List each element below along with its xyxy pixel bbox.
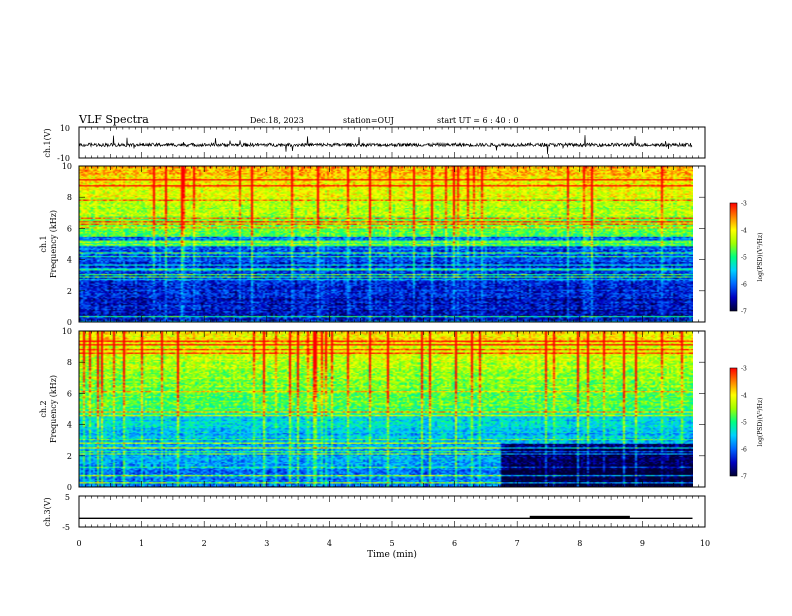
waveform-ch3-ytick-top: 5 [65, 493, 70, 502]
x-tick-label: 0 [76, 539, 81, 548]
waveform-ch3-trace [79, 515, 693, 519]
waveform-ch1-ylabel: ch.1(V) [43, 128, 52, 157]
spectrogram-ch1-ytick: 2 [67, 287, 72, 296]
spectrogram-ch2-yticks: 0 2 4 6 8 10 [62, 327, 72, 492]
spectrogram-ch1-ytick: 6 [67, 224, 72, 233]
colorbar-ch2-tick: -3 [741, 366, 747, 373]
x-tick-label: 1 [139, 539, 144, 548]
x-tick-label: 4 [327, 539, 332, 548]
figure-date: Dec.18, 2023 [250, 116, 304, 125]
spectrogram-ch2-ytick: 4 [67, 421, 72, 430]
colorbar-ch2-tick: -4 [741, 393, 747, 400]
x-tick-label: 9 [640, 539, 645, 548]
waveform-ch1-ytick-bottom: -10 [57, 154, 70, 163]
spectrogram-ch1-ylabel-bottom: Frequency (kHz) [49, 210, 58, 278]
waveform-ch3-panel: 5 -5 ch.3(V) [43, 493, 706, 532]
spectrogram-ch2-ylabel-bottom: Frequency (kHz) [49, 375, 58, 443]
colorbar-ch1: -3 -4 -5 -6 -7 log(PSD)(V²/Hz) [729, 201, 764, 316]
spectrogram-ch1-image [79, 166, 693, 322]
colorbar-ch1-gradient [729, 202, 738, 312]
colorbar-ch1-tick: -6 [741, 282, 747, 289]
x-axis-label: Time (min) [367, 549, 417, 560]
spectrogram-ch1-ytick: 4 [67, 256, 72, 265]
colorbar-ch1-tick: -5 [741, 255, 747, 262]
colorbar-ch2-tick: -6 [741, 447, 747, 454]
x-tick-label: 10 [700, 539, 710, 548]
figure-station: station=OUJ [343, 116, 394, 125]
x-tick-label: 7 [515, 539, 520, 548]
colorbar-ch2-tick: -7 [741, 474, 747, 481]
colorbar-ch1-ticks: -3 -4 -5 -6 -7 [741, 201, 747, 316]
figure-title: VLF Spectra [78, 113, 149, 126]
waveform-ch1-line [78, 135, 693, 155]
x-tick-label: 2 [202, 539, 207, 548]
waveform-ch1-ytick-top: 10 [60, 124, 70, 133]
spectrogram-ch1-ylabel-top: ch.1 [39, 235, 48, 252]
spectrogram-ch2-ytick: 0 [67, 483, 72, 492]
x-tick-label: 3 [264, 539, 269, 548]
colorbar-ch2-tick: -5 [741, 420, 747, 427]
spectrogram-ch2-image [79, 331, 693, 487]
colorbar-ch2-label: log(PSD)(V²/Hz) [757, 398, 764, 447]
x-tick-label: 5 [389, 539, 394, 548]
waveform-ch3-ytick-bottom: -5 [62, 523, 70, 532]
spectrogram-ch1-ytick: 10 [62, 162, 72, 171]
x-axis-ticks: 0 1 2 3 4 5 6 7 8 9 10 [76, 539, 710, 548]
waveform-ch1-panel: 10 -10 ch.1(V) [43, 124, 706, 163]
spectrogram-ch1-ytick: 8 [67, 193, 72, 202]
spectrogram-ch2-panel: 0 2 4 6 8 10 ch.2 Frequency (kHz) [39, 327, 706, 492]
axis-tick-marks [78, 127, 706, 527]
waveform-ch3-ylabel: ch.3(V) [43, 497, 52, 526]
spectrogram-ch1-yticks: 0 2 4 6 8 10 [62, 162, 72, 327]
colorbar-ch1-tick: -7 [741, 309, 747, 316]
colorbar-ch2-ticks: -3 -4 -5 -6 -7 [741, 366, 747, 481]
spectrogram-ch1-panel: 0 2 4 6 8 10 ch.1 Frequency (kHz) [39, 162, 706, 327]
spectrogram-ch1-ytick: 0 [67, 318, 72, 327]
colorbar-ch2-gradient [729, 367, 738, 477]
spectrogram-ch2-ylabel-top: ch.2 [39, 400, 48, 417]
waveform-ch3-thick-segment [529, 515, 630, 519]
spectrogram-ch2-ytick: 10 [62, 327, 72, 336]
x-tick-label: 6 [452, 539, 457, 548]
colorbar-ch1-tick: -3 [741, 201, 747, 208]
figure-start-ut: start UT = 6 : 40 : 0 [437, 116, 518, 125]
spectrogram-ch2-ytick: 8 [67, 358, 72, 367]
colorbar-ch1-label: log(PSD)(V²/Hz) [757, 233, 764, 282]
colorbar-ch1-tick: -4 [741, 228, 747, 235]
colorbar-ch2: -3 -4 -5 -6 -7 log(PSD)(V²/Hz) [729, 366, 764, 481]
waveform-ch1-trace [78, 135, 693, 155]
x-tick-label: 8 [577, 539, 582, 548]
spectrogram-ch2-ytick: 2 [67, 452, 72, 461]
spectrogram-ch2-ytick: 6 [67, 389, 72, 398]
